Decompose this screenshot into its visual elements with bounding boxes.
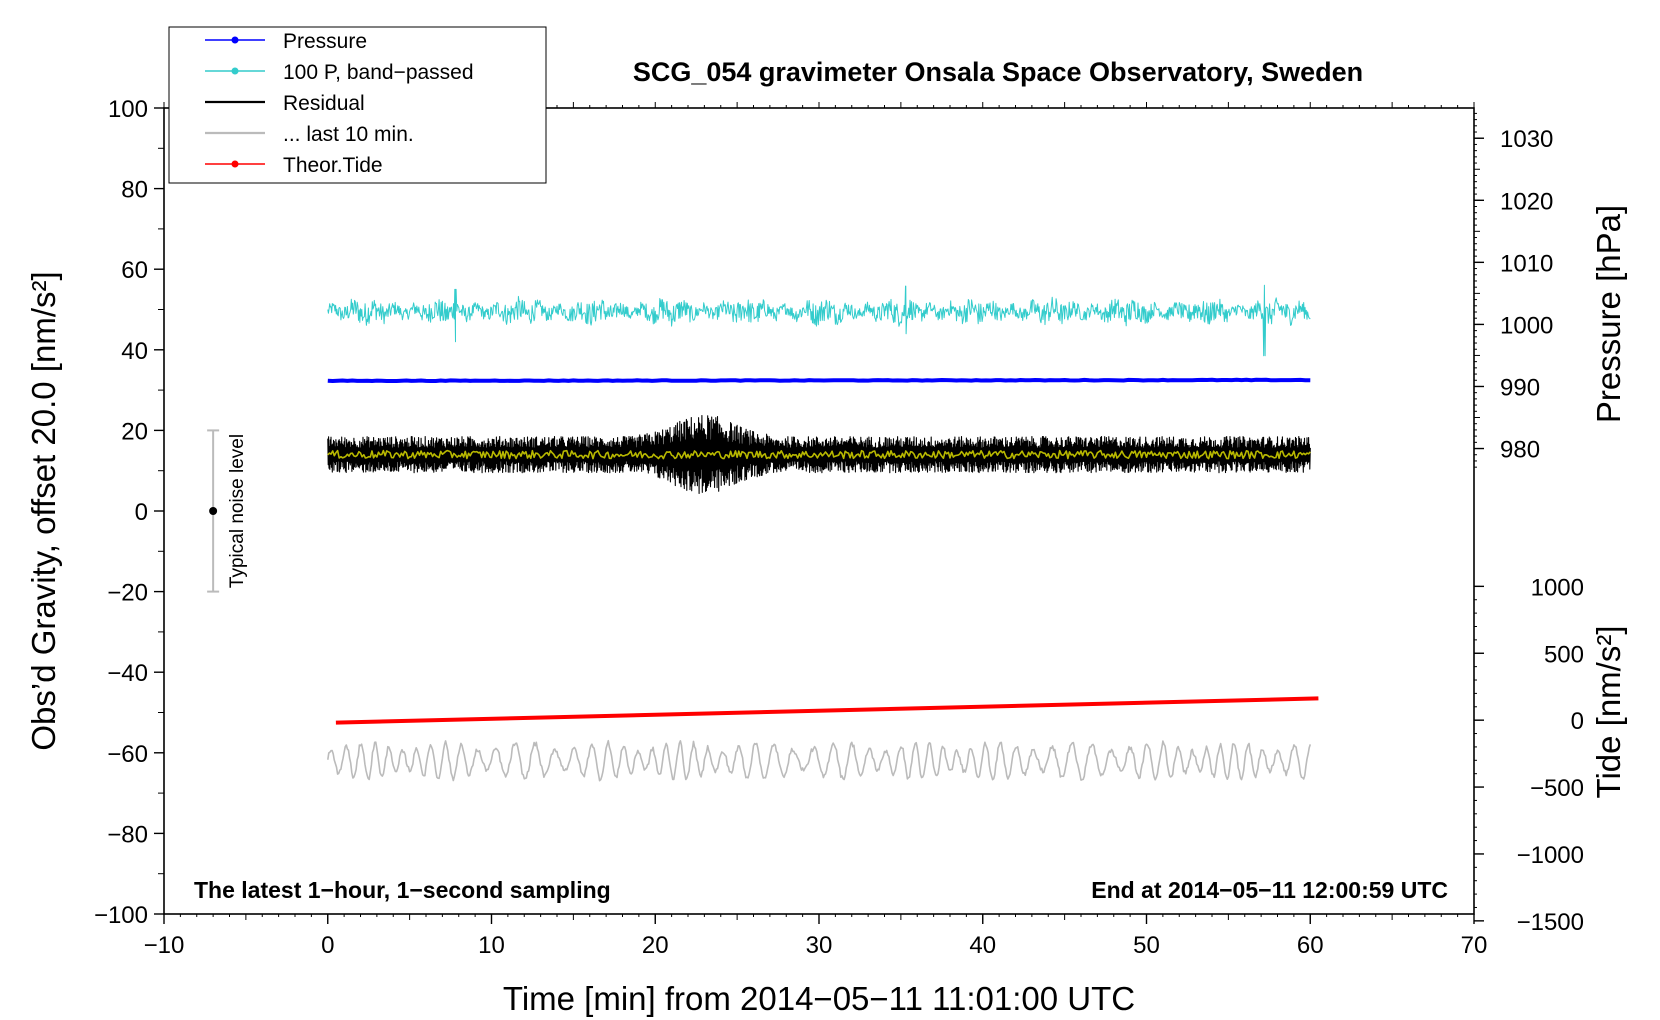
y-axis-label-tide: Tide [nm/s²]	[1590, 626, 1627, 799]
y-tick-label: 80	[121, 177, 148, 204]
series-pressure	[327, 377, 1311, 383]
y-tick-label: −80	[107, 821, 148, 848]
legend-item: Theor.Tide	[205, 154, 383, 177]
x-tick-label: 0	[321, 932, 334, 959]
tide-tick-label: −1000	[1517, 842, 1584, 869]
pressure-tick-label: 1030	[1500, 126, 1553, 153]
pressure-tick-label: 990	[1500, 374, 1540, 401]
legend-marker	[231, 36, 239, 44]
x-tick-label: 10	[478, 932, 505, 959]
tide-tick-label: 1000	[1531, 574, 1584, 601]
y-axis-label-pressure: Pressure [hPa]	[1590, 205, 1627, 423]
y-tick-label: −20	[107, 580, 148, 607]
y-tick-label: 20	[121, 418, 148, 445]
series-last-10-min	[327, 739, 1312, 782]
tide-tick-label: −1500	[1517, 909, 1584, 936]
noise-bar-label: Typical noise level	[227, 434, 248, 588]
y-tick-label: 60	[121, 257, 148, 284]
tide-tick-label: 0	[1571, 708, 1584, 735]
x-tick-label: 70	[1461, 932, 1488, 959]
chart-title: SCG_054 gravimeter Onsala Space Observat…	[633, 57, 1363, 87]
noise-bar-center	[209, 507, 218, 515]
legend-marker	[231, 67, 239, 75]
pressure-tick-label: 1000	[1500, 312, 1553, 339]
y-axis-label-left: Obs’d Gravity, offset 20.0 [nm/s²]	[25, 271, 62, 750]
x-tick-label: −10	[144, 932, 185, 959]
x-tick-label: 30	[806, 932, 833, 959]
legend-label: Theor.Tide	[283, 154, 383, 177]
y-tick-label: 100	[108, 96, 148, 123]
legend: Pressure 100 P, band−passed Residual ... la…	[168, 26, 547, 184]
legend-label: Pressure	[283, 30, 367, 53]
series-bandpassed-pressure	[327, 284, 1311, 357]
annotation-bottom-right: End at 2014−05−11 12:00:59 UTC	[1091, 877, 1448, 903]
axis-layer: −10 0 10 20 30 40 50 60 70−100−80−60−40−20020406…	[94, 96, 1584, 959]
series-theoretical-tide	[335, 696, 1319, 725]
x-axis-label: Time [min] from 2014−05−11 11:01:00 UTC	[503, 980, 1135, 1017]
tide-tick-label: 500	[1544, 641, 1584, 668]
legend-label: Residual	[283, 92, 365, 115]
legend-label: 100 P, band−passed	[283, 61, 474, 84]
legend-item: Pressure	[205, 30, 367, 53]
y-tick-label: 40	[121, 338, 148, 365]
y-tick-label: 0	[135, 499, 148, 526]
series-residual-smoothed	[327, 449, 1311, 460]
y-tick-label: −60	[107, 741, 148, 768]
series-layer	[327, 284, 1319, 782]
pressure-tick-label: 980	[1500, 437, 1540, 464]
legend-box	[168, 26, 547, 184]
series-residual	[327, 414, 1311, 495]
legend-items: Pressure 100 P, band−passed Residual ... la…	[205, 30, 474, 177]
x-tick-label: 40	[969, 932, 996, 959]
legend-marker	[231, 160, 239, 168]
legend-label: ... last 10 min.	[283, 123, 414, 146]
pressure-tick-label: 1010	[1500, 250, 1553, 277]
x-tick-label: 60	[1297, 932, 1324, 959]
annotation-bottom-left: The latest 1−hour, 1−second sampling	[194, 877, 611, 903]
x-tick-label: 20	[642, 932, 669, 959]
y-tick-label: −40	[107, 660, 148, 687]
noise-layer: Typical noise level	[207, 429, 248, 593]
y-tick-label: −100	[94, 902, 148, 929]
legend-item: Residual	[205, 92, 365, 115]
legend-item: 100 P, band−passed	[205, 61, 474, 84]
pressure-tick-label: 1020	[1500, 188, 1553, 215]
x-tick-label: 50	[1133, 932, 1160, 959]
tide-tick-label: −500	[1530, 775, 1584, 802]
legend-item: ... last 10 min.	[205, 123, 414, 146]
